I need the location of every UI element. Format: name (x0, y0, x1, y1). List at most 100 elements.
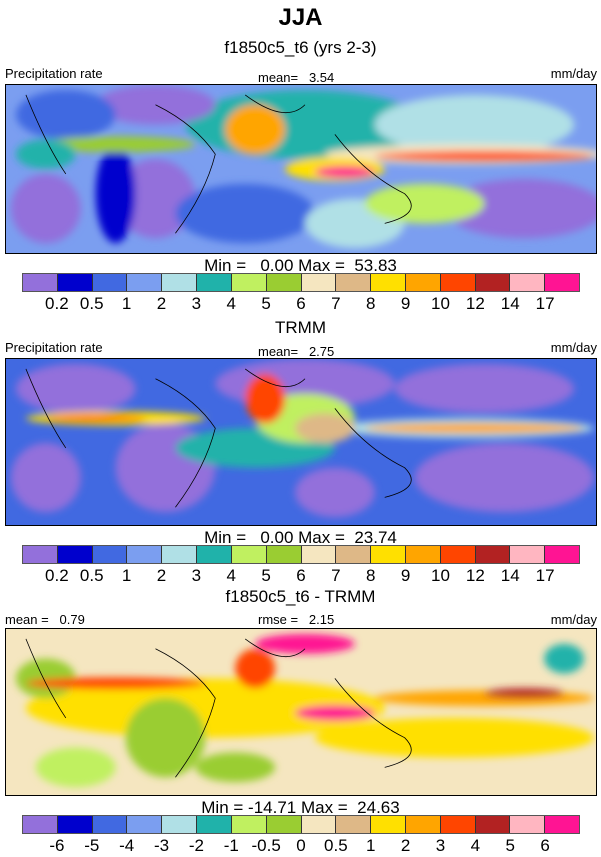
colorbar-label: 5 (261, 294, 271, 313)
panel-3-units: mm/day (550, 612, 597, 627)
panel-3-map (5, 628, 597, 796)
panel-1-colorbar (22, 273, 580, 292)
colorbar-box (440, 816, 476, 833)
panel-1-title: f1850c5_t6 (yrs 2-3) (224, 38, 377, 57)
colorbar-box (336, 274, 372, 291)
colorbar-label: 0.5 (79, 294, 104, 313)
colorbar-box (301, 546, 337, 563)
colorbar-box (127, 816, 163, 833)
colorbar-label: -0.5 (251, 836, 281, 855)
colorbar-label: 3 (191, 294, 202, 313)
colorbar-label: 2 (400, 836, 411, 855)
colorbar-label: 1 (121, 294, 132, 313)
colorbar-box (405, 274, 441, 291)
panel-2-map (5, 358, 597, 526)
colorbar-box (440, 274, 476, 291)
colorbar-label: 2 (156, 566, 167, 585)
colorbar-box (510, 546, 546, 563)
colorbar-label: 17 (535, 566, 555, 585)
colorbar-label: 6 (296, 566, 306, 585)
colorbar-label: 0.2 (45, 566, 69, 585)
colorbar-label: 5 (505, 836, 515, 855)
colorbar-box (197, 816, 232, 833)
colorbar-box (127, 274, 163, 291)
panel-3-title: f1850c5_t6 - TRMM (225, 587, 376, 606)
colorbar-label: 3 (435, 836, 446, 855)
colorbar-box (266, 546, 302, 563)
colorbar-label: 0 (296, 836, 306, 855)
colorbar-box (545, 546, 579, 563)
colorbar-box (475, 274, 511, 291)
colorbar-label: 17 (535, 294, 555, 313)
colorbar-box (371, 816, 406, 833)
colorbar-box (405, 546, 441, 563)
colorbar-box (266, 274, 302, 291)
colorbar-box (92, 816, 128, 833)
colorbar-box (127, 546, 163, 563)
colorbar-box (440, 546, 476, 563)
colorbar-box (475, 546, 511, 563)
colorbar-label: 4 (226, 566, 236, 585)
colorbar-label: 8 (366, 566, 376, 585)
panel-3-mean: mean = 0.79 (5, 612, 85, 627)
colorbar-label: -2 (188, 836, 204, 855)
panel-1-mean: mean= 3.54 (258, 70, 335, 85)
colorbar-label: -5 (84, 836, 100, 855)
colorbar-box (231, 546, 267, 563)
panel-1-units: mm/day (550, 66, 597, 81)
panel-2-units: mm/day (550, 340, 597, 355)
panel-2-minmax: Min = 0.00 Max = 23.74 (204, 528, 397, 547)
colorbar-label: 14 (500, 566, 520, 585)
colorbar-box (162, 274, 198, 291)
colorbar-box (266, 816, 302, 833)
panel-1-map (5, 84, 597, 254)
colorbar-box (371, 274, 406, 291)
colorbar-label: 0.5 (79, 566, 104, 585)
panel-1-variable: Precipitation rate (5, 66, 103, 81)
colorbar-box (92, 274, 128, 291)
colorbar-box (162, 816, 198, 833)
colorbar-label: 1 (366, 836, 376, 855)
colorbar-box (371, 546, 406, 563)
panel-2-mean: mean= 2.75 (258, 344, 335, 359)
colorbar-label: 6 (296, 294, 306, 313)
panel-2-variable: Precipitation rate (5, 340, 103, 355)
colorbar-box (545, 274, 579, 291)
colorbar-box (336, 816, 372, 833)
colorbar-label: 9 (400, 294, 411, 313)
panel-1-minmax: Min = 0.00 Max = 53.83 (204, 256, 397, 275)
colorbar-box (301, 816, 337, 833)
colorbar-box (23, 816, 58, 833)
colorbar-label: 2 (156, 294, 167, 313)
colorbar-label: -1 (223, 836, 239, 855)
colorbar-label: 10 (431, 566, 450, 585)
colorbar-box (510, 816, 546, 833)
colorbar-label: 6 (540, 836, 550, 855)
colorbar-box (510, 274, 546, 291)
colorbar-box (336, 546, 372, 563)
colorbar-box (231, 274, 267, 291)
colorbar-label: -6 (49, 836, 65, 855)
colorbar-label: 8 (366, 294, 376, 313)
colorbar-label: 7 (331, 566, 341, 585)
colorbar-label: 12 (465, 294, 485, 313)
colorbar-box (197, 274, 232, 291)
colorbar-box (92, 546, 128, 563)
colorbar-box (162, 546, 198, 563)
colorbar-label: 14 (500, 294, 520, 313)
colorbar-label: 4 (470, 836, 481, 855)
colorbar-box (57, 274, 93, 291)
panel-2-colorbar (22, 545, 580, 564)
panel-2-title: TRMM (275, 318, 326, 337)
colorbar-box (231, 816, 267, 833)
colorbar-label: 4 (226, 294, 236, 313)
colorbar-label: 10 (431, 294, 450, 313)
colorbar-label: 9 (400, 566, 411, 585)
colorbar-label: 0.2 (45, 294, 69, 313)
colorbar-box (57, 546, 93, 563)
colorbar-label: 1 (121, 566, 132, 585)
colorbar-box (475, 816, 511, 833)
colorbar-box (23, 274, 58, 291)
panel-3-colorbar (22, 815, 580, 834)
